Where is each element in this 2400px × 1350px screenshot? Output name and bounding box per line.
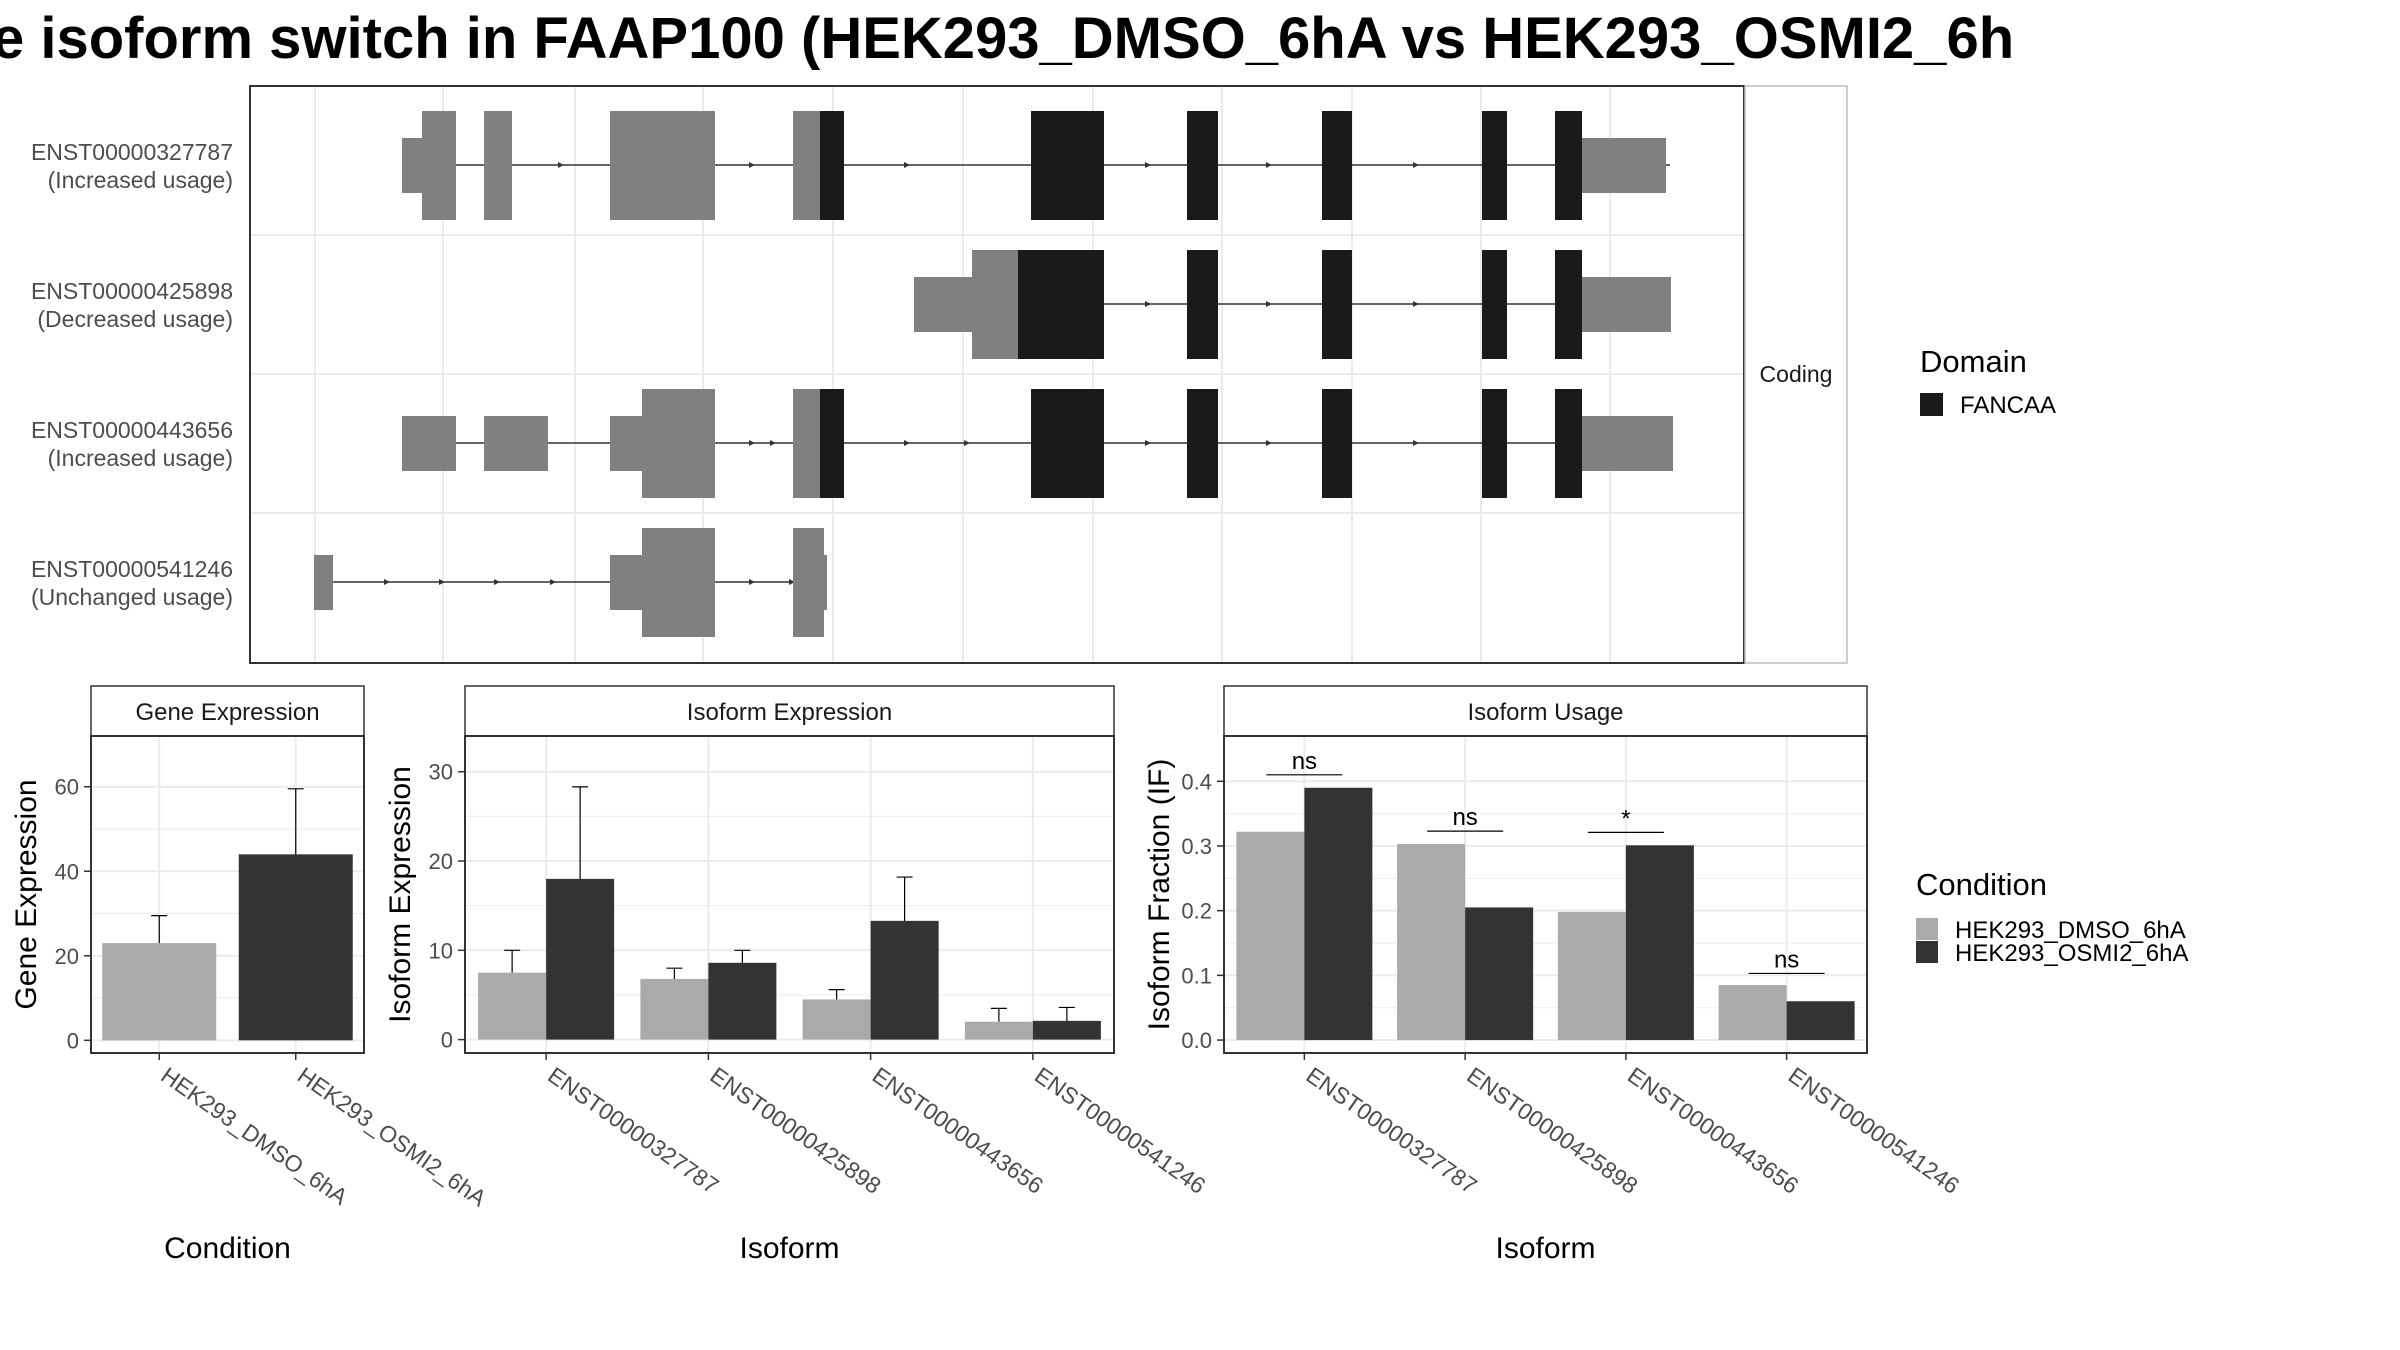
y-tick-label: 40	[55, 859, 79, 884]
isoform-usage-label: (Decreased usage)	[37, 306, 233, 332]
facet-strip	[1744, 85, 1848, 664]
intron-arrows	[1145, 301, 1419, 307]
isoform-id-label: ENST00000443656	[31, 417, 233, 443]
isoform-id-label: ENST00000541246	[31, 556, 233, 582]
domain-exons	[1018, 250, 1582, 359]
utr-exons	[402, 389, 1673, 498]
y-tick-label: 0.2	[1181, 899, 1212, 924]
bar-osmi	[1625, 845, 1694, 1041]
condition-legend-swatch-osmi	[1916, 941, 1938, 963]
panel-strip-title: Gene Expression	[135, 699, 319, 726]
y-tick-label: 0.3	[1181, 834, 1212, 859]
domain-legend-swatch	[1920, 393, 1943, 416]
y-tick-label: 0.4	[1181, 769, 1212, 794]
domain-exons	[820, 111, 1582, 220]
intron-arrows	[558, 162, 1419, 168]
y-tick-label: 20	[429, 849, 453, 874]
x-axis-title: Isoform	[739, 1232, 839, 1265]
significance-label: *	[1621, 805, 1630, 832]
x-axis-title: Condition	[164, 1232, 291, 1265]
bar-dmso	[1718, 985, 1787, 1041]
y-axis-title: Gene Expression	[10, 779, 43, 1009]
bar-osmi	[1465, 907, 1534, 1041]
bar-dmso	[102, 943, 217, 1041]
x-tick-label: ENST00000425898	[706, 1062, 886, 1199]
y-axis-title: Isoform Expression	[384, 766, 417, 1023]
domain-legend: Domain FANCAA	[1920, 344, 2056, 419]
significance-label: ns	[1774, 946, 1799, 973]
domain-exons	[820, 389, 1582, 498]
isoform-track-1	[402, 111, 1670, 220]
y-tick-label: 20	[55, 944, 79, 969]
panel-border	[1223, 735, 1868, 1054]
condition-legend-item: HEK293_DMSO_6hA	[1955, 917, 2186, 944]
domain-legend-title: Domain	[1920, 344, 2027, 379]
bar-osmi	[1786, 1001, 1855, 1041]
isoform-usage-label: (Increased usage)	[48, 445, 233, 471]
bar-osmi	[1304, 787, 1373, 1041]
y-tick-label: 10	[429, 938, 453, 963]
isoform-id-label: ENST00000327787	[31, 139, 233, 165]
isoform-track-3	[402, 389, 1673, 498]
intron-arrows	[384, 579, 795, 585]
figure-title: e isoform switch in FAAP100 (HEK293_DMSO…	[0, 6, 2014, 71]
utr-exons	[314, 528, 827, 637]
intron-arrows	[749, 440, 1419, 446]
x-tick-label: ENST00000327787	[1302, 1062, 1482, 1199]
domain-legend-item: FANCAA	[1960, 392, 2056, 419]
bar-panel-1: Gene Expression0204060HEK293_DMSO_6hAHEK…	[10, 685, 492, 1265]
y-tick-label: 0.0	[1181, 1028, 1212, 1053]
y-tick-label: 0	[441, 1028, 453, 1053]
isoform-track-4	[314, 528, 827, 637]
condition-legend-swatch-dmso	[1916, 918, 1938, 940]
bar-dmso	[964, 1021, 1033, 1040]
y-tick-label: 30	[429, 760, 453, 785]
utr-exons	[402, 111, 1666, 220]
y-axis-title: Isoform Fraction (IF)	[1143, 759, 1176, 1031]
panel-border	[464, 735, 1115, 1054]
bar-dmso	[1397, 844, 1466, 1041]
condition-legend: Condition HEK293_DMSO_6hA HEK293_OSMI2_6…	[1916, 867, 2188, 967]
panel-strip-title: Isoform Usage	[1467, 699, 1623, 726]
isoform-track-2	[914, 250, 1671, 359]
bar-osmi	[238, 854, 353, 1041]
x-tick-label: ENST00000425898	[1462, 1062, 1642, 1199]
isoform-labels: ENST00000327787 (Increased usage) ENST00…	[31, 139, 233, 610]
x-tick-label: ENST00000541246	[1030, 1062, 1210, 1199]
y-tick-label: 0.1	[1181, 963, 1212, 988]
bar-dmso	[1557, 911, 1626, 1041]
y-tick-label: 0	[67, 1028, 79, 1053]
condition-legend-title: Condition	[1916, 867, 2047, 902]
bar-osmi	[708, 962, 777, 1040]
isoform-usage-label: (Unchanged usage)	[31, 584, 233, 610]
x-tick-label: ENST00000443656	[1623, 1062, 1803, 1199]
isoform-usage-label: (Increased usage)	[48, 167, 233, 193]
significance-label: ns	[1452, 804, 1477, 831]
panel-border	[90, 735, 365, 1054]
bar-osmi	[546, 878, 615, 1040]
y-tick-label: 60	[55, 775, 79, 800]
bar-osmi	[870, 920, 939, 1040]
bar-panel-3: Isoform Usage ns ns * ns 0.0 0.1 0.2 0.3 0.4 ENST0…	[1143, 685, 1964, 1265]
bar-dmso	[640, 978, 709, 1040]
x-tick-label: ENST00000443656	[868, 1062, 1048, 1199]
isoform-id-label: ENST00000425898	[31, 278, 233, 304]
bar-panels: Gene Expression0204060HEK293_DMSO_6hAHEK…	[10, 685, 1964, 1265]
utr-exons	[914, 250, 1671, 359]
x-tick-label: ENST00000541246	[1784, 1062, 1964, 1199]
bar-dmso	[1236, 831, 1305, 1041]
bar-dmso	[802, 999, 871, 1040]
panel-strip	[464, 685, 1115, 737]
bar-panel-2: Isoform Expression 0 10 20 30 ENST00000327787…	[384, 685, 1210, 1265]
x-tick-label: ENST00000327787	[543, 1062, 723, 1199]
bar-dmso	[478, 972, 547, 1040]
panel-strip-title: Isoform Expression	[687, 699, 892, 726]
bar-osmi	[1032, 1020, 1101, 1040]
structure-panel: ENST00000327787 (Increased usage) ENST00…	[31, 85, 2056, 664]
facet-label: Coding	[1760, 361, 1833, 387]
significance-label: ns	[1292, 748, 1317, 775]
x-axis-title: Isoform	[1495, 1232, 1595, 1265]
condition-legend-item: HEK293_OSMI2_6hA	[1955, 940, 2188, 967]
